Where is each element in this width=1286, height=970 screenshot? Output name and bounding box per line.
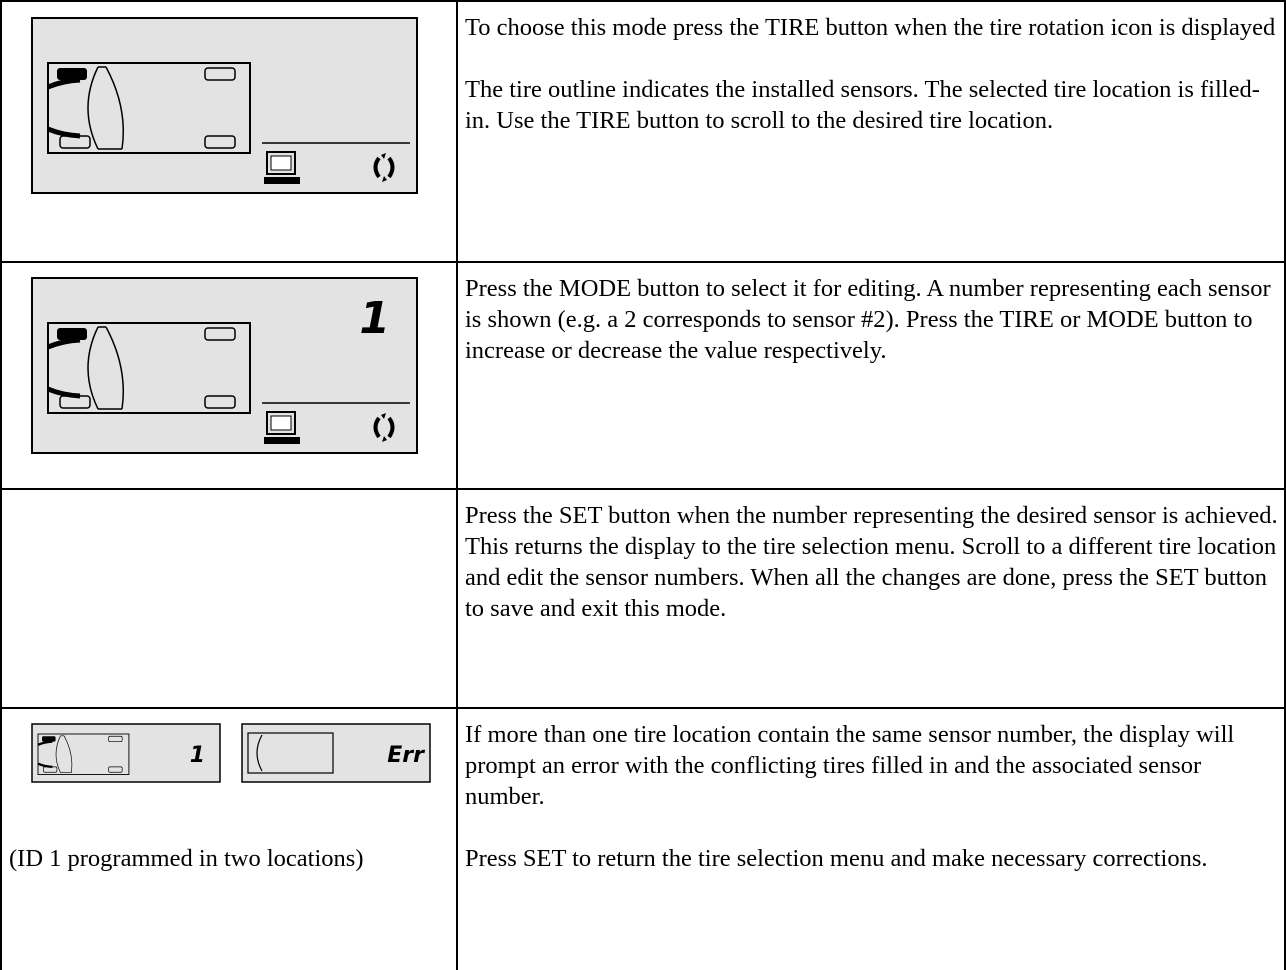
- row-text: To choose this mode press the TIRE butto…: [465, 12, 1280, 167]
- rule: [456, 0, 458, 970]
- lcd-digit: 1: [190, 743, 205, 768]
- lcd-digit: Err: [387, 743, 425, 768]
- paragraph: (ID 1 programmed in two locations): [9, 845, 364, 872]
- rule: [1284, 0, 1286, 970]
- caption: (ID 1 programmed in two locations): [9, 843, 429, 905]
- paragraph: Press the MODE button to select it for e…: [465, 275, 1271, 364]
- paragraph: If more than one tire location contain t…: [465, 721, 1235, 810]
- paragraph: Press SET to return the tire selection m…: [465, 845, 1208, 872]
- paragraph: To choose this mode press the TIRE butto…: [465, 14, 1276, 41]
- row-text: Press the MODE button to select it for e…: [465, 273, 1280, 397]
- rule: [0, 488, 1286, 490]
- row-text: If more than one tire location contain t…: [465, 719, 1280, 905]
- paragraph: Press the SET button when the number rep…: [465, 502, 1278, 622]
- rule: [0, 0, 2, 970]
- lcd-digit: 1: [359, 293, 390, 344]
- lcd-displays: 1 1 Err: [31, 17, 431, 783]
- paragraph: The tire outline indicates the installed…: [465, 76, 1260, 134]
- rule: [0, 707, 1286, 709]
- rule: [0, 0, 1286, 2]
- row-text: Press the SET button when the number rep…: [465, 500, 1280, 655]
- rule: [0, 261, 1286, 263]
